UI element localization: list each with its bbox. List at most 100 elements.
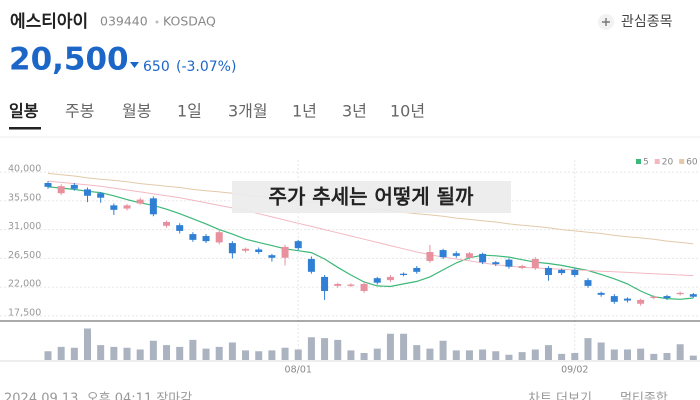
- candle-body: [373, 278, 381, 283]
- volume-bar: [84, 328, 92, 360]
- candle-body: [215, 232, 223, 243]
- volume-bar: [57, 346, 65, 360]
- volume-bar: [347, 350, 355, 360]
- candle-body: [347, 284, 355, 286]
- footer-link[interactable]: 차트 더보기: [528, 392, 592, 400]
- volume-bar: [176, 346, 184, 360]
- candle-body: [531, 259, 539, 268]
- volume-bar: [294, 349, 302, 360]
- tab[interactable]: 주봉: [65, 102, 94, 121]
- candle-body: [597, 292, 605, 295]
- volume-bar: [426, 348, 434, 360]
- volume-bar: [637, 348, 645, 360]
- candle-body: [413, 267, 421, 272]
- candle-body: [321, 276, 329, 291]
- volume-bar: [544, 345, 552, 360]
- candle-body: [70, 184, 78, 189]
- candle-body: [97, 193, 105, 198]
- plus-icon: [602, 18, 610, 26]
- candle-body: [676, 292, 684, 295]
- volume-bar: [465, 350, 473, 360]
- stock-code: 039440: [100, 14, 148, 29]
- candle-body: [584, 280, 592, 286]
- candle-body: [123, 205, 131, 209]
- legend-label: 60: [686, 158, 698, 168]
- candle-body: [163, 221, 171, 226]
- candle-body: [452, 253, 460, 256]
- candle-body: [544, 267, 552, 275]
- volume-bar: [479, 349, 487, 360]
- separator: [155, 20, 159, 24]
- candle-body: [637, 299, 645, 304]
- y-tick-label: 17,500: [8, 307, 41, 318]
- candle-body: [307, 259, 315, 272]
- volume-bar: [70, 347, 78, 360]
- volume-bar: [531, 349, 539, 360]
- volume-bar: [136, 349, 144, 360]
- volume-bar: [373, 348, 381, 360]
- volume-bar: [228, 342, 236, 360]
- y-tick-label: 26,500: [8, 250, 41, 261]
- volume-bar: [492, 351, 500, 360]
- volume-bar: [400, 333, 408, 360]
- volume-bar: [123, 347, 131, 360]
- candle-body: [360, 283, 368, 291]
- tab[interactable]: 일봉: [9, 102, 39, 121]
- footer-link[interactable]: 멀티종합: [620, 392, 668, 400]
- volume-bar: [44, 351, 52, 360]
- volume-bar: [321, 338, 329, 360]
- candle-body: [465, 253, 473, 258]
- candle-body: [202, 236, 210, 242]
- candle-body: [268, 255, 276, 258]
- candle-body: [136, 199, 144, 204]
- volume-bar: [452, 350, 460, 360]
- tab[interactable]: 월봉: [122, 102, 151, 121]
- tabs: 일봉 주봉 월봉 1일 3개월 1년 3년 10년: [9, 102, 425, 130]
- volume-bar: [584, 338, 592, 360]
- candle-body: [571, 269, 579, 275]
- volume-bar: [623, 349, 631, 360]
- candle-body: [663, 296, 671, 298]
- candle-body: [57, 186, 65, 194]
- x-tick-label: 08/01: [285, 365, 312, 376]
- tab[interactable]: 3개월: [228, 102, 268, 121]
- candle-body: [386, 276, 394, 281]
- candle-body: [149, 198, 157, 215]
- legend-swatch: [636, 159, 641, 164]
- annotation-box: [232, 181, 511, 213]
- annotation: 주가 추세는 어떻게 될까: [269, 185, 474, 209]
- volume-bar: [97, 345, 105, 360]
- legend-swatch: [679, 159, 685, 164]
- volume-bar: [571, 353, 579, 360]
- change: 650: [143, 59, 170, 75]
- tab[interactable]: 1일: [177, 102, 202, 121]
- candle-body: [492, 262, 500, 265]
- watch-button[interactable]: 관심종목: [598, 14, 673, 30]
- volume-bar: [558, 353, 566, 360]
- volume-bar: [597, 342, 605, 360]
- candle-body: [294, 241, 302, 249]
- volume-bar: [268, 350, 276, 360]
- candle-body: [439, 250, 447, 258]
- candle-body: [479, 253, 487, 263]
- volume-bar: [689, 355, 697, 360]
- volume-bar: [386, 333, 394, 360]
- candle-body: [44, 183, 52, 187]
- x-tick-label: 09/02: [561, 365, 588, 376]
- tab[interactable]: 1년: [292, 102, 317, 121]
- volume-bar: [163, 345, 171, 360]
- candle-body: [650, 296, 658, 298]
- watch-label[interactable]: 관심종목: [621, 14, 673, 30]
- legend-swatch: [654, 159, 660, 164]
- volume-bar: [255, 351, 263, 360]
- candle-body: [689, 294, 697, 297]
- tab[interactable]: 10년: [390, 102, 425, 121]
- candle-body: [334, 283, 342, 286]
- candle-body: [426, 252, 434, 261]
- volume-bar: [189, 339, 197, 360]
- candle-body: [400, 273, 408, 275]
- tab[interactable]: 3년: [342, 102, 367, 121]
- candle-body: [228, 243, 236, 254]
